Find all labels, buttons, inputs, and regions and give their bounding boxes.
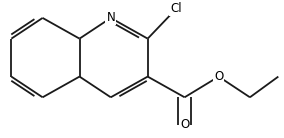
Text: O: O bbox=[214, 70, 223, 83]
Text: O: O bbox=[180, 118, 189, 131]
Text: N: N bbox=[106, 11, 115, 24]
Text: Cl: Cl bbox=[170, 2, 182, 15]
